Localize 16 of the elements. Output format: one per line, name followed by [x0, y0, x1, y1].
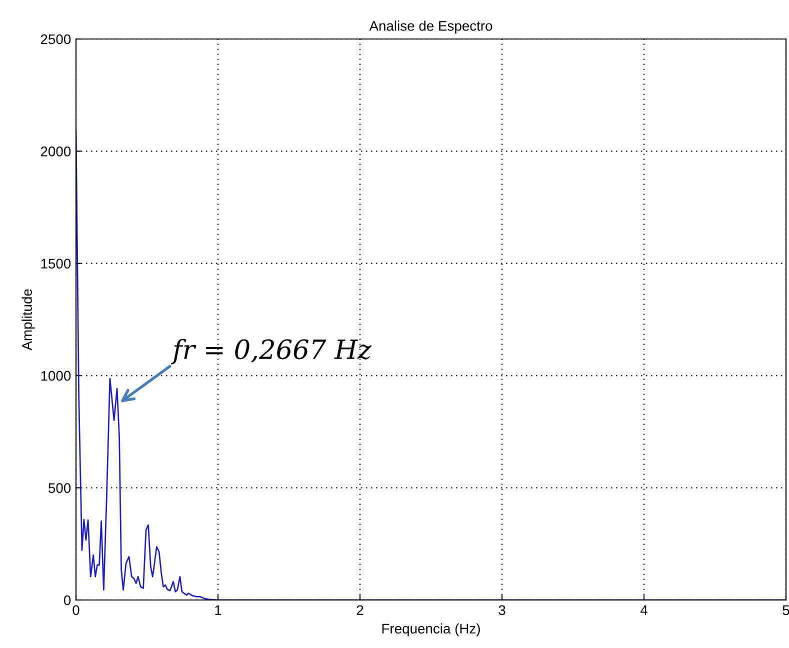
x-axis-title: Frequencia (Hz): [382, 623, 480, 636]
x-tick-label: 5: [782, 605, 789, 616]
chart-title: Analise de Espectro: [369, 20, 492, 34]
y-tick-label: 500: [48, 483, 71, 493]
x-tick-label: 3: [498, 605, 506, 616]
y-tick-label: 0: [64, 595, 71, 606]
y-tick-label: 1500: [41, 258, 71, 269]
x-tick-label: 4: [640, 605, 648, 615]
x-tick-label: 2: [356, 605, 364, 615]
annotation: fr = 0,2667 Hz: [170, 338, 372, 364]
x-tick-label: 1: [215, 605, 222, 615]
y-tick-label: 2000: [40, 146, 71, 156]
x-tick-label: 0: [72, 605, 80, 616]
y-tick-label: 1000: [41, 370, 71, 381]
y-tick-label: 2500: [40, 34, 71, 44]
y-axis-title: Amplitude: [22, 289, 35, 350]
